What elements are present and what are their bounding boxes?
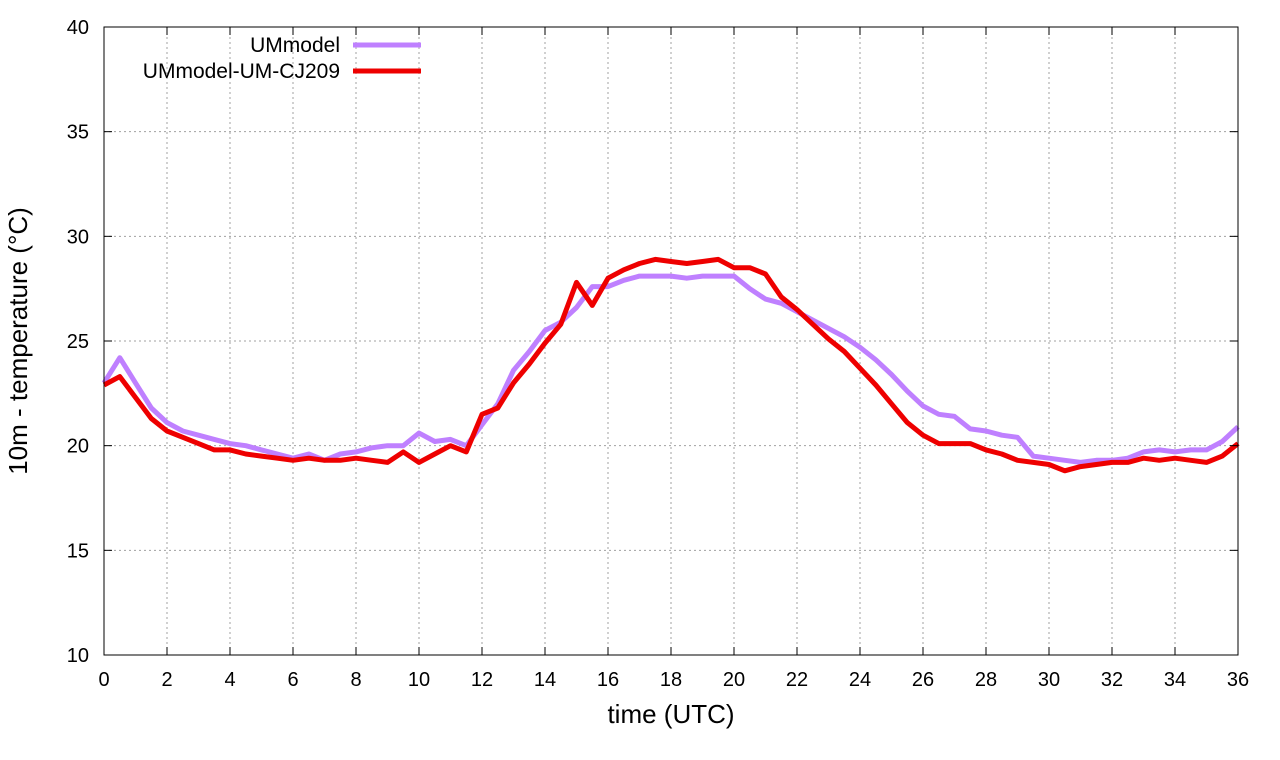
y-tick-label: 20 (67, 436, 89, 458)
x-tick-label: 26 (912, 669, 934, 691)
ticks (103, 26, 1239, 656)
legend-label-ummodel: UMmodel (250, 34, 340, 57)
x-tick-label: 36 (1227, 669, 1249, 691)
y-axis-title: 10m - temperature (°C) (3, 207, 33, 475)
y-tick-label: 25 (67, 331, 89, 353)
x-tick-label: 14 (534, 669, 556, 691)
x-tick-label: 22 (786, 669, 808, 691)
legend-label-ummodel-um-cj209: UMmodel-UM-CJ209 (143, 60, 340, 83)
y-tick-label: 10 (67, 645, 89, 667)
x-tick-label: 20 (723, 669, 745, 691)
series-lines (101, 256, 1240, 474)
y-tick-label: 35 (67, 122, 89, 144)
x-tick-label: 28 (975, 669, 997, 691)
x-tick-label: 30 (1038, 669, 1060, 691)
x-tick-label: 16 (597, 669, 619, 691)
x-tick-label: 32 (1101, 669, 1123, 691)
series-line-ummodel-um-cj209 (102, 256, 1240, 474)
x-tick-label: 6 (287, 669, 298, 691)
x-tick-label: 8 (350, 669, 361, 691)
x-tick-label: 12 (471, 669, 493, 691)
x-tick-label: 18 (660, 669, 682, 691)
y-tick-label: 30 (67, 226, 89, 248)
x-axis-title: time (UTC) (607, 699, 734, 729)
x-tick-label: 24 (849, 669, 871, 691)
x-tick-label: 2 (161, 669, 172, 691)
x-tick-label: 10 (408, 669, 430, 691)
x-tick-label: 0 (98, 669, 109, 691)
legend: UMmodel UMmodel-UM-CJ209 (143, 34, 421, 83)
x-tick-label: 34 (1164, 669, 1186, 691)
x-tick-label: 4 (224, 669, 235, 691)
y-tick-labels: 10 15 20 25 30 35 40 (67, 17, 89, 667)
y-tick-label: 15 (67, 540, 89, 562)
x-tick-labels: 0 2 4 6 8 10 12 14 16 18 20 22 24 26 28 30 32 34 36 (98, 669, 1249, 691)
grid (104, 27, 1238, 655)
y-tick-label: 40 (67, 17, 89, 39)
